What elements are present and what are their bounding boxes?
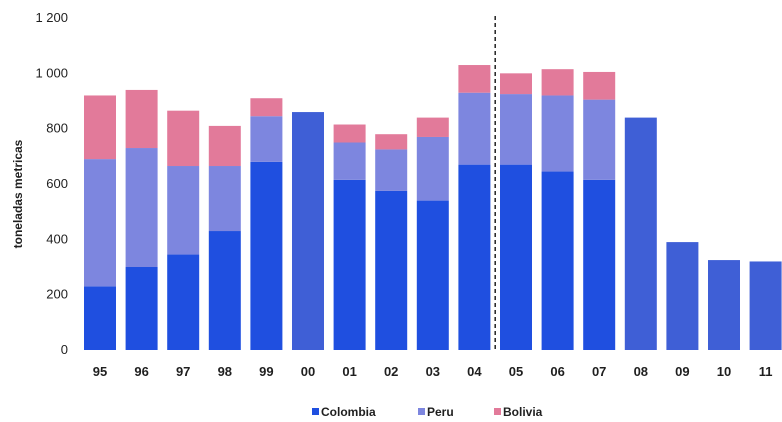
x-tick-label: 01: [342, 364, 356, 379]
y-tick-label: 400: [46, 231, 68, 246]
bar-bolivia-04: [458, 65, 491, 93]
bar-bolivia-06: [541, 69, 574, 96]
bar-total-11: [749, 261, 782, 350]
x-tick-label: 06: [550, 364, 564, 379]
bar-peru-01: [333, 142, 366, 180]
y-tick-label: 600: [46, 176, 68, 191]
legend: Colombia Peru Bolivia: [312, 405, 543, 419]
legend-label-bolivia: Bolivia: [503, 405, 543, 419]
x-tick-label: 99: [259, 364, 273, 379]
legend-label-colombia: Colombia: [321, 405, 376, 419]
bar-peru-99: [250, 116, 283, 162]
bar-bolivia-99: [250, 98, 283, 117]
x-tick-label: 97: [176, 364, 190, 379]
bar-bolivia-03: [416, 117, 449, 137]
x-tick-label: 00: [301, 364, 315, 379]
x-tick-label: 08: [634, 364, 648, 379]
bar-total-00: [292, 112, 324, 350]
y-tick-label: 1 000: [35, 65, 68, 80]
bar-colombia-06: [541, 171, 574, 350]
bar-bolivia-96: [125, 89, 158, 149]
x-tick-label: 11: [759, 364, 773, 379]
x-tick-label: 03: [426, 364, 440, 379]
bar-bolivia-97: [167, 110, 200, 167]
bar-bolivia-95: [84, 95, 116, 160]
x-tick-label: 09: [675, 364, 689, 379]
bar-colombia-99: [250, 161, 283, 350]
bar-peru-95: [84, 159, 116, 287]
y-axis: 1 200 1 000 800 600 400 200 0: [35, 10, 68, 357]
bar-peru-02: [375, 149, 408, 191]
legend-label-peru: Peru: [427, 405, 454, 419]
y-tick-label: 0: [61, 342, 68, 357]
bar-colombia-03: [416, 200, 449, 350]
bar-peru-07: [583, 99, 616, 180]
bar-colombia-97: [167, 254, 200, 350]
x-axis: 95 96 97 98 99 00 01 02 03 04 05 06 07 08 09 10 11: [93, 364, 773, 379]
x-tick-label: 98: [218, 364, 232, 379]
bar-peru-98: [208, 166, 241, 232]
bar-bolivia-98: [208, 125, 241, 167]
bar-peru-06: [541, 95, 574, 172]
bar-bolivia-05: [500, 73, 532, 95]
bar-total-08: [624, 117, 657, 350]
bar-peru-03: [416, 136, 449, 201]
legend-swatch-colombia: [312, 408, 319, 415]
bar-bolivia-01: [333, 124, 366, 143]
bar-colombia-96: [125, 267, 158, 350]
bar-colombia-05: [500, 164, 532, 350]
y-tick-label: 200: [46, 287, 68, 302]
x-tick-label: 05: [509, 364, 523, 379]
y-tick-label: 800: [46, 121, 68, 136]
bar-colombia-98: [208, 231, 241, 350]
legend-swatch-peru: [418, 408, 425, 415]
bar-colombia-01: [333, 179, 366, 350]
x-tick-label: 10: [717, 364, 731, 379]
bar-colombia-95: [84, 286, 116, 350]
x-tick-label: 04: [467, 364, 482, 379]
bars: [84, 65, 782, 350]
bar-bolivia-02: [375, 134, 408, 150]
legend-swatch-bolivia: [494, 408, 501, 415]
x-tick-label: 95: [93, 364, 107, 379]
bar-colombia-02: [375, 190, 408, 350]
bar-colombia-07: [583, 179, 616, 350]
bar-colombia-04: [458, 164, 491, 350]
bar-peru-05: [500, 94, 532, 165]
bar-bolivia-07: [583, 71, 616, 100]
y-tick-label: 1 200: [35, 10, 68, 25]
bar-peru-04: [458, 92, 491, 165]
x-tick-label: 96: [134, 364, 148, 379]
bar-peru-97: [167, 166, 200, 255]
bar-peru-96: [125, 148, 158, 267]
y-axis-title: toneladas metricas: [11, 139, 25, 248]
bar-total-09: [666, 242, 699, 350]
x-tick-label: 02: [384, 364, 398, 379]
x-tick-label: 07: [592, 364, 606, 379]
bar-total-10: [708, 260, 740, 350]
